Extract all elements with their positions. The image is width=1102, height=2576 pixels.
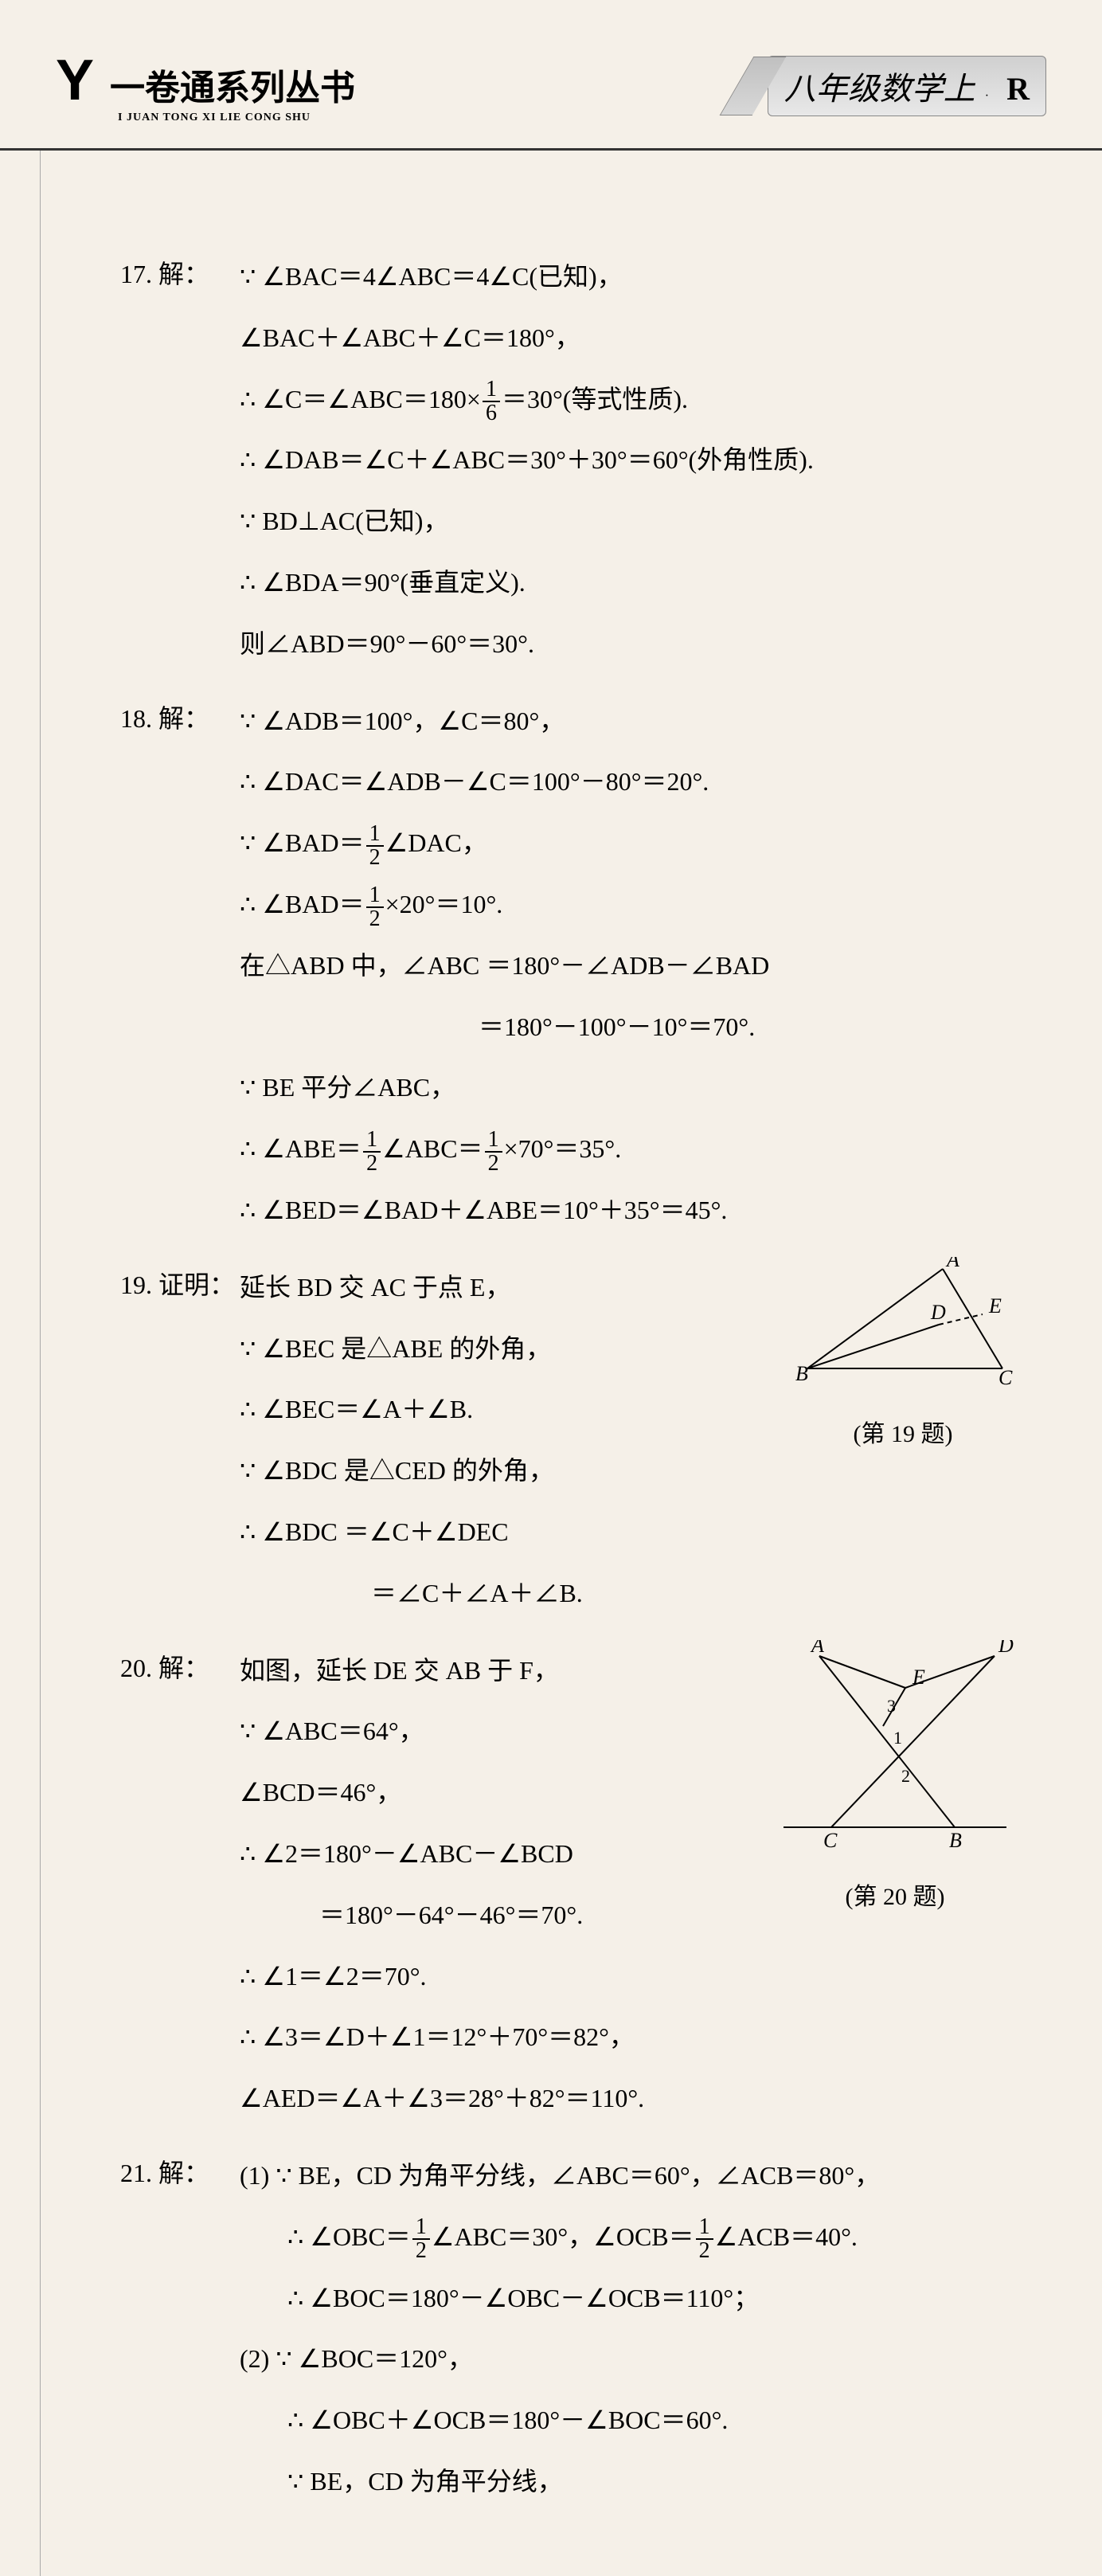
- p17-line-1: ∠BAC＋∠ABC＋∠C＝180°，: [240, 307, 1046, 369]
- p20-line-5: ∴ ∠1＝∠2＝70°.: [240, 1946, 1046, 2007]
- svg-text:3: 3: [887, 1696, 896, 1716]
- header-edition-sep: ·: [985, 89, 989, 104]
- p21-part1-line-1: ∴ ∠OBC＝12∠ABC＝30°，∠OCB＝12∠ACB＝40°.: [240, 2206, 1046, 2268]
- problem-19: 19. 证明： ABCDE (第 19 题) 延长 BD 交 AC 于点 E， …: [136, 1257, 1046, 1624]
- p17-line-4: ∵ BD⊥AC(已知)，: [240, 491, 1046, 552]
- p17-line-3: ∴ ∠DAB＝∠C＋∠ABC＝30°＋30°＝60°(外角性质).: [240, 429, 1046, 491]
- p19-line-5: ＝∠C＋∠A＋∠B.: [240, 1563, 1046, 1624]
- svg-text:2: 2: [901, 1766, 910, 1786]
- svg-text:1: 1: [893, 1728, 902, 1748]
- p17-line-0: ∵ ∠BAC＝4∠ABC＝4∠C(已知)，: [240, 246, 1046, 307]
- figure-20-svg: A D E C B 3 1 2: [776, 1640, 1014, 1863]
- svg-text:D: D: [930, 1301, 946, 1324]
- p18-line-4: 在△ABD 中，∠ABC ＝180°－∠ADB－∠BAD: [240, 935, 1046, 996]
- svg-text:C: C: [998, 1366, 1013, 1389]
- header-logo: Y: [56, 48, 94, 113]
- p17-line-5: ∴ ∠BDA＝90°(垂直定义).: [240, 552, 1046, 613]
- p19-line-4: ∴ ∠BDC ＝∠C＋∠DEC: [240, 1501, 1046, 1563]
- problem-19-label: 19. 证明：: [120, 1257, 235, 1313]
- page-header: Y 一卷通系列丛书 I JUAN TONG XI LIE CONG SHU 八年…: [0, 0, 1102, 151]
- problem-20-label: 20. 解：: [120, 1640, 209, 1696]
- header-subtitle-en: I JUAN TONG XI LIE CONG SHU: [118, 112, 311, 123]
- p20-line-6: ∴ ∠3＝∠D＋∠1＝12°＋70°＝82°，: [240, 2006, 1046, 2068]
- p18-line-3: ∴ ∠BAD＝12×20°＝10°.: [240, 874, 1046, 935]
- figure-19-svg: A B C D E: [791, 1257, 1014, 1400]
- svg-text:A: A: [810, 1640, 824, 1657]
- p20-line-7: ∠AED＝∠A＋∠3＝28°＋82°＝110°.: [240, 2068, 1046, 2129]
- svg-text:A: A: [945, 1257, 959, 1271]
- p17-line-6: 则∠ABD＝90°－60°＝30°.: [240, 613, 1046, 675]
- figure-20-caption: (第 20 题): [776, 1871, 1014, 1924]
- header-edition: R: [1006, 70, 1030, 108]
- header-title-cn: 一卷通系列丛书: [110, 69, 355, 108]
- p21-part2-line-2: ∵ BE，CD 为角平分线，: [240, 2451, 1046, 2512]
- p18-line-2: ∵ ∠BAD＝12∠DAC，: [240, 812, 1046, 874]
- figure-19: A B C D E (第 19 题): [791, 1257, 1014, 1461]
- p18-line-1: ∴ ∠DAC＝∠ADB－∠C＝100°－80°＝20°.: [240, 751, 1046, 812]
- p18-line-8: ∴ ∠BED＝∠BAD＋∠ABE＝10°＋35°＝45°.: [240, 1180, 1046, 1241]
- problem-18-label: 18. 解：: [120, 691, 209, 746]
- p17-line-2: ∴ ∠C＝∠ABC＝180×16＝30°(等式性质).: [240, 369, 1046, 430]
- svg-text:E: E: [988, 1294, 1002, 1317]
- header-title-block: 一卷通系列丛书 I JUAN TONG XI LIE CONG SHU: [110, 59, 355, 124]
- svg-text:B: B: [949, 1829, 962, 1852]
- svg-text:B: B: [795, 1362, 808, 1385]
- problem-18: 18. 解： ∵ ∠ADB＝100°，∠C＝80°， ∴ ∠DAC＝∠ADB－∠…: [136, 691, 1046, 1241]
- header-tab: 八年级数学上 · R: [768, 56, 1046, 116]
- p18-line-7: ∴ ∠ABE＝12∠ABC＝12×70°＝35°.: [240, 1118, 1046, 1180]
- p18-line-5: ＝180°－100°－10°＝70°.: [240, 996, 1046, 1058]
- problem-17-label: 17. 解：: [120, 246, 209, 302]
- problem-21: 21. 解： (1) ∵ BE，CD 为角平分线，∠ABC＝60°，∠ACB＝8…: [136, 2145, 1046, 2512]
- content-area: 17. 解： ∵ ∠BAC＝4∠ABC＝4∠C(已知)， ∠BAC＋∠ABC＋∠…: [40, 151, 1102, 2576]
- svg-text:C: C: [823, 1829, 838, 1852]
- figure-19-caption: (第 19 题): [791, 1408, 1014, 1461]
- p18-line-0: ∵ ∠ADB＝100°，∠C＝80°，: [240, 691, 1046, 752]
- p18-line-6: ∵ BE 平分∠ABC，: [240, 1057, 1046, 1118]
- problem-21-label: 21. 解：: [120, 2145, 209, 2201]
- svg-text:D: D: [998, 1640, 1014, 1657]
- p21-part1-line-0: (1) ∵ BE，CD 为角平分线，∠ABC＝60°，∠ACB＝80°，: [240, 2145, 1046, 2206]
- problem-17: 17. 解： ∵ ∠BAC＝4∠ABC＝4∠C(已知)， ∠BAC＋∠ABC＋∠…: [136, 246, 1046, 675]
- problem-20: 20. 解： ADECB312 (第 20 题) 如图，延长 DE 交 AB 于…: [136, 1640, 1046, 2129]
- header-grade: 八年级数学上: [784, 63, 975, 109]
- p21-part2-line-1: ∴ ∠OBC＋∠OCB＝180°－∠BOC＝60°.: [240, 2390, 1046, 2451]
- figure-20: A D E C B 3 1 2 (第 20 题): [776, 1640, 1014, 1924]
- p21-part1-line-2: ∴ ∠BOC＝180°－∠OBC－∠OCB＝110°；: [240, 2268, 1046, 2329]
- svg-text:E: E: [912, 1666, 925, 1689]
